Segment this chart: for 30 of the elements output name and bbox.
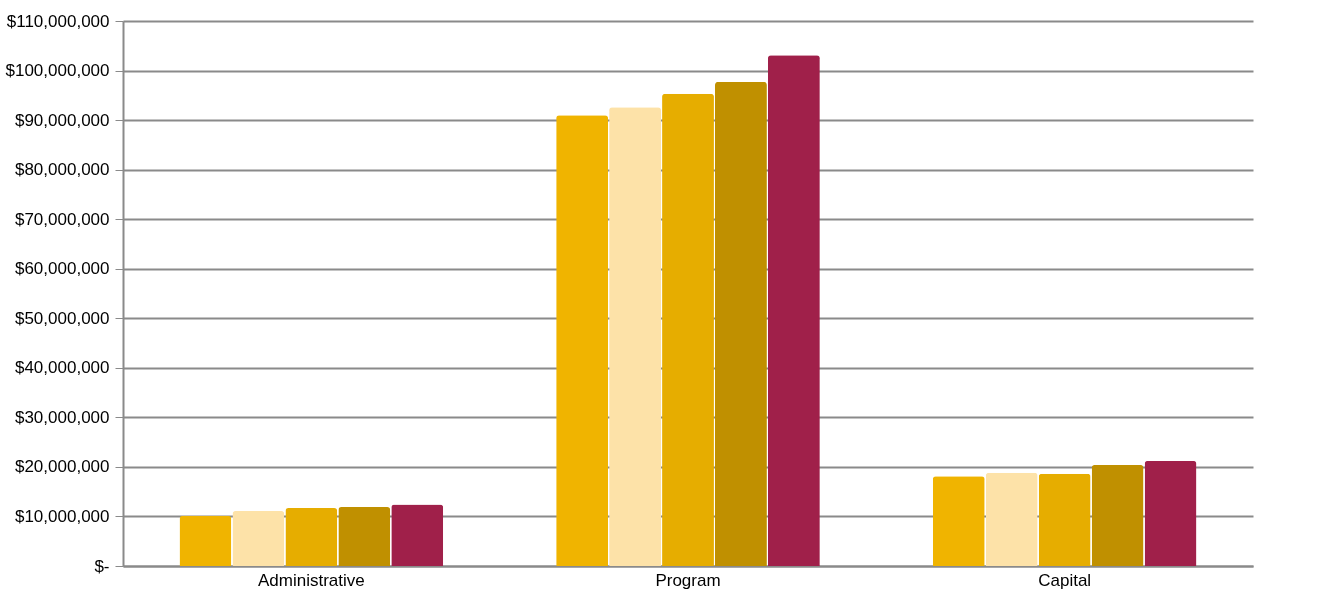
bar [932,476,985,566]
bar [556,115,609,566]
bar [985,472,1038,566]
bar [1144,460,1197,566]
bar [609,107,661,566]
bar [1091,464,1144,566]
y-tick-label: $30,000,000 [14,407,110,427]
bar [232,511,285,566]
y-tick-label: $110,000,000 [6,11,110,31]
bar [662,93,714,566]
y-tick-label: $100,000,000 [5,61,110,81]
y-tick-label: $70,000,000 [14,209,110,229]
y-tick-label: $90,000,000 [14,110,110,130]
y-tick-label: $50,000,000 [14,308,110,328]
bar [285,508,338,566]
y-tick-label: $40,000,000 [14,358,110,378]
bar [338,507,391,566]
x-tick-label: Program [655,570,721,590]
bar [391,504,444,566]
x-tick-label: Administrative [257,570,365,590]
y-tick-label: $80,000,000 [14,160,110,180]
bar [715,81,767,566]
x-tick-label: Capital [1038,570,1092,590]
y-tick-label: $60,000,000 [14,259,110,279]
y-tick-label: $10,000,000 [14,506,110,526]
y-tick-label: $- [94,556,110,576]
bar [179,515,232,566]
bar [767,55,820,566]
y-tick-label: $20,000,000 [14,457,110,477]
bar [1038,473,1091,566]
